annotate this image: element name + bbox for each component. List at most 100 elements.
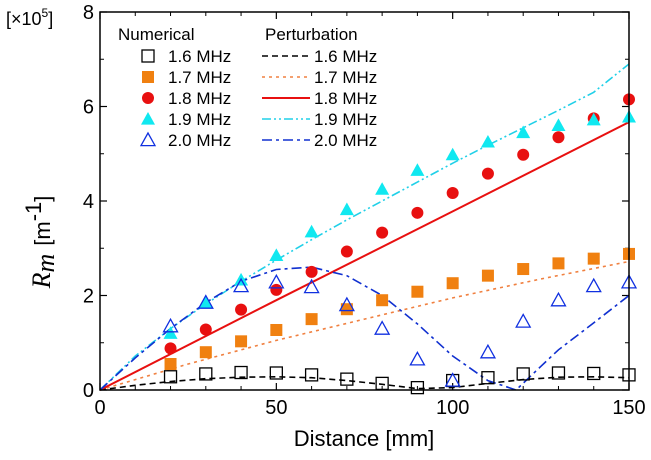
point-1-8-mhz [411,206,424,219]
legend-line-label-1-9-mhz: 1.9 MHz [314,110,377,129]
point-1-7-mhz [552,257,565,270]
point-1-6-mhz [304,368,319,382]
plot-frame [99,11,630,391]
point-1-6-mhz [410,380,425,395]
point-2-0-mhz [585,277,602,293]
point-1-8-mhz [270,283,283,296]
point-2-0-mhz [303,278,320,294]
point-1-7-mhz [481,269,494,282]
point-1-9-mhz [586,112,601,126]
point-1-7-mhz [164,358,177,371]
point-1-8-mhz [199,323,212,336]
point-1-9-mhz [516,125,531,139]
point-1-8-mhz [305,265,318,278]
point-1-9-mhz [551,118,566,131]
point-1-9-mhz [480,134,495,148]
point-2-0-mhz [268,273,285,289]
point-1-7-mhz [305,313,318,326]
point-2-0-mhz [550,291,567,307]
point-1-6-mhz [340,372,354,386]
legend-header-numerical: Numerical [118,25,195,44]
x-tick-label: 100 [436,397,469,419]
point-1-8-mhz [552,131,565,144]
y-multiplier-prefix: [×10 [6,9,42,29]
point-1-6-mhz [163,370,178,384]
point-1-9-mhz [198,295,213,309]
line-series-1-7-mhz [99,260,630,391]
point-1-6-mhz [587,366,601,381]
legend-marker-1-6-mhz [141,49,155,63]
legend-label-1-9-mhz: 1.9 MHz [168,110,231,129]
point-1-9-mhz [375,182,390,195]
point-1-7-mhz [235,335,248,348]
point-1-8-mhz [164,342,177,355]
point-2-0-mhz [444,372,461,387]
point-1-6-mhz [481,371,495,385]
x-tick-label: 150 [612,397,645,419]
point-2-0-mhz [515,313,532,328]
legend-label-2-0-mhz: 2.0 MHz [168,131,231,150]
point-1-7-mhz [199,346,212,359]
point-1-9-mhz [163,326,178,339]
point-1-9-mhz [339,202,354,216]
point-1-6-mhz [516,367,530,381]
point-1-8-mhz [446,186,459,199]
y-axis-title: Rm [m-1] [21,196,60,290]
line-series-1-9-mhz [99,63,630,391]
point-1-7-mhz [270,323,283,336]
point-1-6-mhz [551,366,566,380]
legend-line-label-2-0-mhz: 2.0 MHz [314,131,377,150]
x-tick-label: 0 [94,397,105,419]
point-1-7-mhz [340,303,353,316]
legend-line-label-1-7-mhz: 1.7 MHz [314,68,377,87]
point-1-7-mhz [411,285,424,298]
legend-marker-1-7-mhz [142,71,154,83]
point-2-0-mhz [479,343,497,359]
line-series-1-8-mhz [99,121,630,391]
y-multiplier-suffix: ] [48,9,53,29]
y-tick-label: 6 [83,97,94,119]
legend-line-label-1-6-mhz: 1.6 MHz [314,47,377,66]
point-2-0-mhz [409,350,426,366]
line-series-1-6-mhz [99,375,630,391]
point-1-7-mhz [517,263,530,276]
legend-label-1-8-mhz: 1.8 MHz [168,89,231,108]
point-1-6-mhz [199,367,213,381]
legend-label-1-7-mhz: 1.7 MHz [168,68,231,87]
y-multiplier-exp: 5 [42,6,49,20]
y-axis-unit-close: ] [30,196,55,202]
y-tick-label: 8 [83,2,94,24]
legend-line-label-1-8-mhz: 1.8 MHz [314,89,377,108]
point-1-7-mhz [376,294,389,307]
point-1-8-mhz [235,303,248,316]
y-axis-unit-exp: -1 [21,202,46,222]
point-1-8-mhz [481,167,494,180]
point-2-0-mhz [197,294,214,309]
y-tick-label: 2 [83,286,94,308]
point-1-8-mhz [376,226,389,239]
y-axis-unit-open: [m [30,221,55,245]
point-1-9-mhz [445,147,460,161]
x-axis-title: Distance [mm] [294,426,435,451]
point-1-6-mhz [269,366,283,380]
legend-marker-2-0-mhz [139,131,157,147]
point-1-7-mhz [446,277,459,290]
y-multiplier: [×105] [6,6,53,29]
legend-label-1-6-mhz: 1.6 MHz [168,47,231,66]
point-1-6-mhz [234,365,248,380]
y-axis-symbol: R [27,272,56,289]
point-1-9-mhz [269,248,284,261]
x-tick-label: 50 [265,397,287,419]
line-series-2-0-mhz [99,266,630,391]
point-1-9-mhz [304,224,319,238]
point-1-9-mhz [410,163,425,176]
y-tick-label: 4 [83,191,94,213]
legend-marker-1-9-mhz [141,112,155,125]
point-2-0-mhz [338,296,355,312]
y-tick-label: 0 [83,380,94,402]
y-axis-subscript: m [31,254,60,273]
legend-header-perturbation: Perturbation [265,25,358,44]
point-2-0-mhz [374,320,391,335]
legend-marker-1-8-mhz [142,92,154,104]
